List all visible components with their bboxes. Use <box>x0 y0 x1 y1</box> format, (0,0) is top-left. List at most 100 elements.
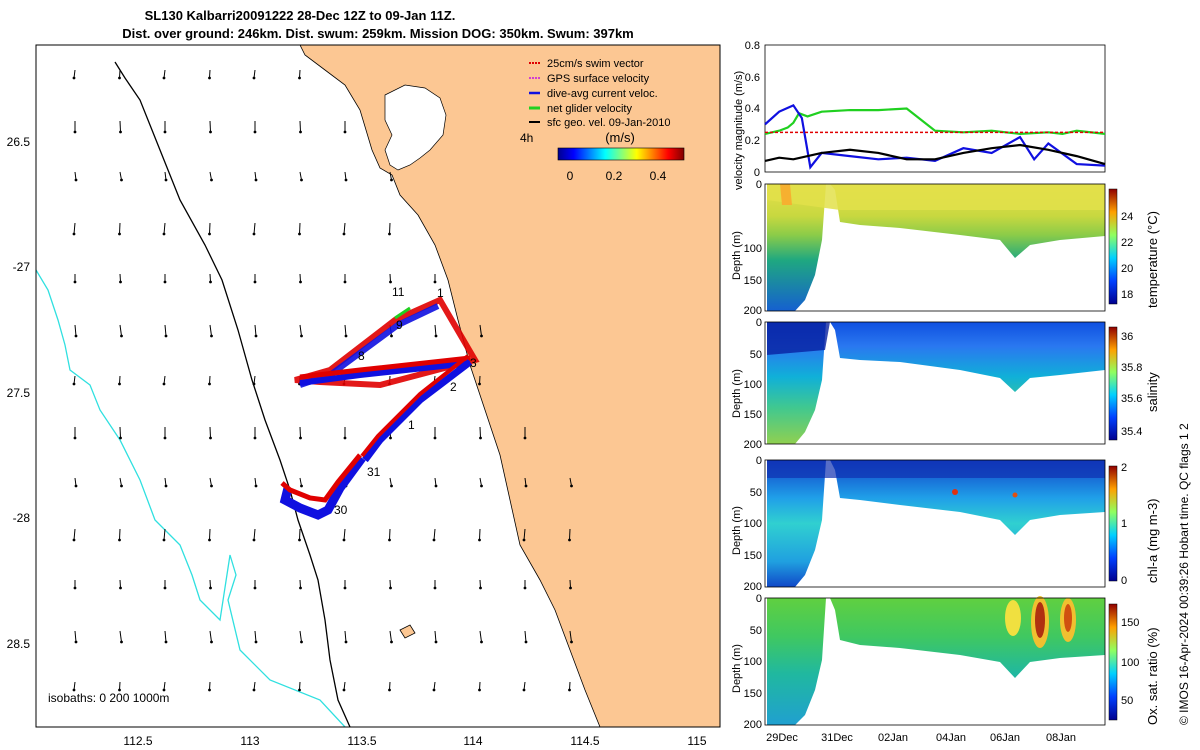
legend-entry: sfc geo. vel. 09-Jan-2010 <box>547 117 671 129</box>
velocity-vector <box>299 324 302 337</box>
day-labels: 11 1 9 8 3 2 1 31 30 <box>334 285 477 517</box>
velocity-vector <box>73 222 76 235</box>
velocity-vector-head <box>568 538 571 542</box>
velocity-vector-head <box>210 178 213 182</box>
velocity-vector-head <box>434 334 438 338</box>
velocity-vector-head <box>73 436 77 440</box>
velocity-vector <box>209 528 211 541</box>
imos-credit: © IMOS 16-Apr-2024 00:39:26 Hobart time.… <box>1177 423 1191 725</box>
temperature-cbar-label: temperature (°C) <box>1145 211 1160 308</box>
oxygen-max-patch <box>1064 604 1072 632</box>
velocity-vector-head <box>254 178 258 182</box>
velocity-vector-head <box>253 436 257 440</box>
velocity-vector <box>299 120 301 133</box>
day-label: 8 <box>358 349 365 363</box>
velocity-vector-head <box>118 232 121 236</box>
velocity-vector-head <box>390 484 393 488</box>
depth-tick: 200 <box>744 439 762 451</box>
depth-tick: 50 <box>750 625 762 637</box>
velocity-vector-head <box>252 232 256 236</box>
velocity-vector <box>479 324 482 337</box>
velocity-vector <box>163 222 166 235</box>
velocity-vector-head <box>478 538 481 542</box>
depth-tick: 100 <box>744 656 762 668</box>
velocity-vector-head <box>299 280 302 284</box>
velocity-vector-head <box>388 232 391 236</box>
velocity-vector-head <box>389 280 392 284</box>
velocity-vector-head <box>118 76 121 80</box>
date-tick: 31Dec <box>821 732 853 744</box>
velocity-vector-head <box>118 538 121 542</box>
velocity-vector <box>299 426 301 439</box>
y-tick-label: -28 <box>13 511 31 525</box>
velocity-vector <box>523 528 526 541</box>
cbar-tick: 35.6 <box>1121 393 1142 405</box>
cbar-tick: 50 <box>1121 695 1133 707</box>
velocity-vector <box>253 222 256 235</box>
depth-label: Depth (m) <box>731 231 743 280</box>
depth-tick: 0 <box>756 179 762 191</box>
velocity-vector-head <box>479 436 482 440</box>
velocity-vector-head <box>252 76 256 80</box>
velocity-vector-head <box>164 334 168 338</box>
velocity-vector-head <box>209 280 212 284</box>
velocity-vector-head <box>522 538 526 542</box>
velocity-vector-head <box>208 538 211 542</box>
oxygen-heatmap <box>767 598 1105 725</box>
chla-colorbar <box>1108 465 1118 582</box>
velocity-vector-head <box>162 688 166 692</box>
y-tick-label: 0.2 <box>745 135 760 147</box>
velocity-vector-head <box>209 436 212 440</box>
title-line-2: Dist. over ground: 246km. Dist. swum: 25… <box>122 26 634 41</box>
velocity-ylabel: velocity magnitude (m/s) <box>733 71 745 190</box>
velocity-vector-head <box>480 640 483 644</box>
day-label: 3 <box>470 356 477 370</box>
velocity-vector <box>344 324 347 337</box>
y-tick-label: 0.6 <box>745 72 760 84</box>
chla-cbar-label: chl-a (mg m-3) <box>1145 498 1160 583</box>
velocity-vector-head <box>478 688 481 692</box>
cbar-tick: 22 <box>1121 237 1133 249</box>
legend-entry: GPS surface velocity <box>547 73 650 85</box>
velocity-vector-head <box>210 484 213 488</box>
velocity-vector <box>209 324 212 337</box>
velocity-vector <box>299 222 301 235</box>
velocity-vector-head <box>119 130 122 134</box>
x-tick-label: 114.5 <box>570 734 599 748</box>
depth-tick: 0 <box>756 317 762 329</box>
velocity-vector-head <box>253 130 257 134</box>
depth-tick: 50 <box>750 349 762 361</box>
y-tick-label: 27.5 <box>7 386 31 400</box>
velocity-vector-head <box>390 178 393 182</box>
velocity-vector-head <box>118 688 121 692</box>
y-tick-label: -27 <box>13 260 31 274</box>
panel-frame <box>764 597 1106 726</box>
velocity-vector-head <box>342 688 346 692</box>
depth-label: Depth (m) <box>731 506 743 555</box>
date-tick: 06Jan <box>990 732 1020 744</box>
velocity-vector-head <box>344 178 348 182</box>
velocity-vector-head <box>74 334 78 338</box>
velocity-vector-head <box>570 484 573 488</box>
velocity-series <box>764 103 1106 170</box>
isobath-200 <box>114 61 351 727</box>
velocity-vector <box>479 528 481 541</box>
time-note: 4h <box>520 131 533 145</box>
velocity-vector-head <box>343 586 347 590</box>
velocity-chart-frame <box>764 44 1106 173</box>
velocity-vector <box>163 528 166 541</box>
velocity-vector-head <box>73 280 77 284</box>
title-line-1: SL130 Kalbarri20091222 28-Dec 12Z to 09-… <box>145 8 456 23</box>
colorbar-tick: 0.4 <box>650 169 667 183</box>
day-label: 2 <box>450 380 457 394</box>
velocity-vector-head <box>299 130 302 134</box>
depth-label: Depth (m) <box>731 644 743 693</box>
velocity-vector-head <box>522 688 526 692</box>
velocity-vector-head <box>163 130 167 134</box>
velocity-vector <box>119 324 122 337</box>
velocity-vector <box>299 630 302 643</box>
temperature-heatmap <box>767 184 1105 311</box>
velocity-y-ticks: 0 0.2 0.4 0.6 0.8 <box>745 40 760 179</box>
cbar-tick: 20 <box>1121 263 1133 275</box>
x-tick-label: 115 <box>687 734 706 748</box>
